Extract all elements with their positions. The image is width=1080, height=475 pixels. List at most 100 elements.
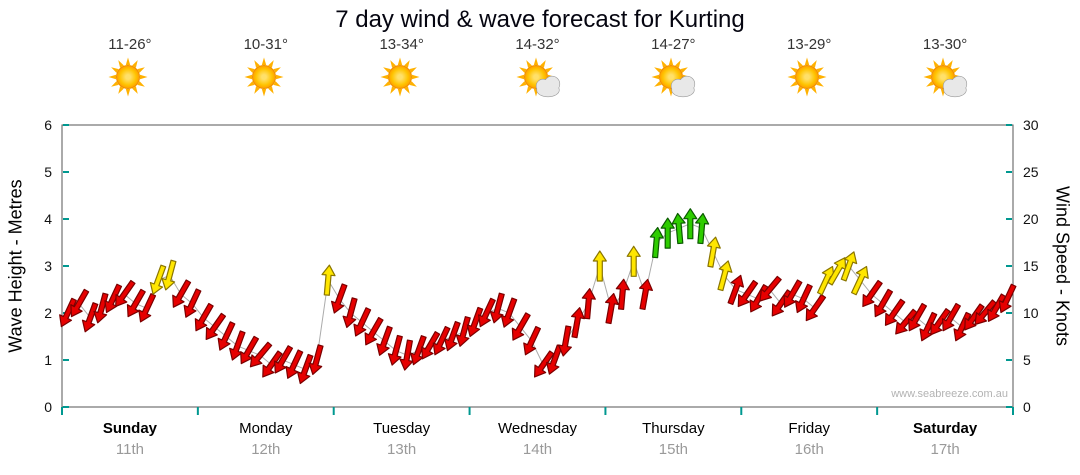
wind-arrow: [884, 298, 906, 326]
day-summary: 10-31°: [198, 36, 334, 122]
wind-arrow: [671, 212, 686, 245]
wind-arrow: [240, 335, 260, 365]
wind-arrow: [638, 278, 653, 311]
temp-range: 13-30°: [922, 36, 968, 53]
wave-axis-tick: 3: [44, 258, 52, 274]
wind-arrow: [70, 288, 90, 318]
wind-arrow: [477, 297, 496, 328]
wind-arrow: [649, 226, 664, 259]
wind-arrow: [908, 302, 928, 332]
day-date: 12th: [251, 441, 281, 458]
wind-arrow: [262, 350, 283, 378]
wind-arrow: [974, 299, 997, 326]
wind-arrow: [489, 292, 505, 324]
wind-arrow: [115, 279, 136, 308]
wind-arrow: [533, 350, 555, 378]
wind-arrow: [376, 325, 393, 356]
wind-arrow: [862, 279, 883, 308]
day-summary: 14-32°: [470, 36, 606, 122]
day-summary: 13-34°: [334, 36, 470, 122]
day-summary: 13-30°: [877, 36, 1013, 122]
wind-arrow: [546, 344, 563, 375]
day-date: 15th: [658, 441, 688, 458]
wind-arrow: [161, 259, 177, 291]
wave-axis-tick: 1: [44, 352, 52, 368]
partly-cloudy-icon: [923, 57, 968, 98]
wind-arrow: [850, 265, 869, 296]
wind-arrow: [570, 307, 585, 339]
wind-arrow: [321, 264, 336, 296]
wind-arrow: [432, 325, 451, 356]
wind-axis-tick: 10: [1023, 305, 1039, 321]
wind-arrow: [353, 307, 372, 337]
wind-arrow: [183, 288, 202, 318]
day-date: 14th: [522, 441, 553, 458]
wind-arrow: [581, 288, 596, 320]
wind-arrow: [604, 292, 619, 325]
day-summary: 11-26°: [62, 36, 198, 122]
day-date: 13th: [387, 441, 417, 458]
wind-arrow: [172, 279, 192, 308]
day-summary: 13-29°: [741, 36, 877, 122]
wind-arrow: [249, 341, 273, 368]
wind-axis-tick: 15: [1023, 258, 1039, 274]
wind-arrow: [387, 334, 403, 366]
wind-arrow: [695, 212, 710, 245]
day-label: Friday 16th: [741, 420, 877, 458]
wave-height-axis-label: Wave Height - Metres: [5, 179, 26, 353]
day-date: 16th: [794, 441, 824, 458]
wave-axis-tick: 5: [44, 164, 52, 180]
wind-arrow: [626, 245, 641, 277]
wind-axis-tick: 20: [1023, 211, 1039, 227]
temp-range: 10-31°: [243, 36, 288, 53]
wind-arrow: [104, 283, 123, 314]
day-label: Saturday 17th: [877, 420, 1013, 458]
wind-axis-tick: 25: [1023, 164, 1039, 180]
wind-arrow: [455, 316, 471, 347]
wind-arrow: [706, 236, 721, 268]
sunny-icon: [108, 57, 148, 97]
wind-arrow: [919, 311, 938, 342]
day-labels-row: Sunday 11th Monday 12th Tuesday 13th Wednesday…: [62, 420, 1013, 458]
partly-cloudy-icon: [651, 57, 696, 98]
wind-arrow: [827, 257, 847, 286]
day-name: Tuesday: [373, 420, 431, 437]
wind-arrow: [149, 264, 167, 295]
wind-axis-tick: 5: [1023, 352, 1031, 368]
wind-arrow: [205, 312, 227, 340]
wind-arrow: [783, 279, 803, 308]
day-name: Wednesday: [498, 420, 577, 437]
temp-range: 13-34°: [379, 36, 424, 53]
wind-arrow: [840, 251, 858, 282]
wave-axis-tick: 0: [44, 399, 52, 415]
day-date: 11th: [115, 441, 144, 458]
wind-arrow: [421, 331, 441, 360]
day-name: Sunday: [102, 420, 158, 437]
watermark: www.seabreeze.com.au: [891, 388, 1008, 400]
wind-arrow: [217, 321, 236, 351]
wind-arrow: [308, 344, 324, 376]
day-label: Thursday 15th: [605, 420, 741, 458]
wind-arrow: [998, 283, 1017, 314]
day-label: Sunday 11th: [62, 420, 198, 458]
wind-arrow: [727, 274, 745, 306]
wind-arrow: [285, 349, 304, 379]
wind-arrow: [717, 260, 733, 292]
wind-arrow: [930, 308, 951, 336]
temp-range: 13-29°: [787, 36, 832, 53]
wind-arrow: [987, 293, 1007, 322]
day-label: Wednesday 14th: [470, 420, 606, 458]
daily-summary-row: 11-26° 10-31° 13-34° 14-32° 14-27° 13-29…: [62, 36, 1013, 122]
wind-arrow: [794, 283, 813, 314]
wind-arrow: [138, 293, 157, 323]
wind-arrow: [330, 283, 348, 314]
day-name: Saturday: [912, 420, 978, 437]
sunny-icon: [787, 57, 827, 97]
wind-arrow: [874, 288, 894, 318]
day-date: 17th: [930, 441, 960, 458]
wave-axis-tick: 4: [44, 211, 52, 227]
wind-arrow: [126, 288, 146, 318]
partly-cloudy-icon: [516, 57, 560, 98]
wind-axis-tick: 0: [1023, 399, 1031, 415]
